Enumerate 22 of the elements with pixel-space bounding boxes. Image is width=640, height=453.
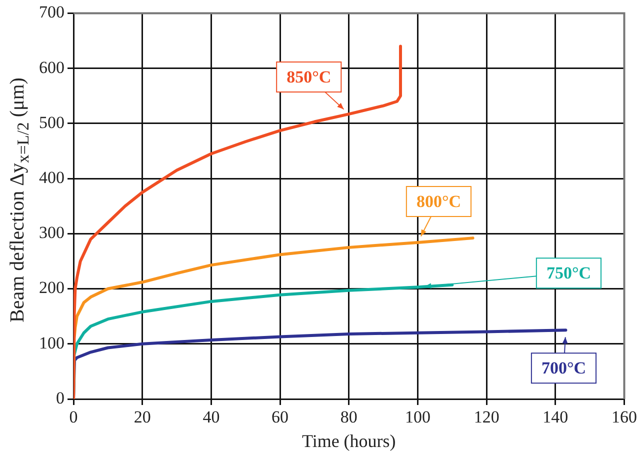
y-tick-label: 600: [39, 58, 64, 77]
y-tick-label: 700: [39, 2, 64, 22]
y-tick-label: 200: [39, 278, 64, 298]
y-tick-label: 0: [56, 388, 64, 408]
y-tick-label: 100: [39, 333, 64, 352]
x-tick-label: 0: [69, 408, 78, 427]
y-tick-label: 400: [39, 168, 64, 188]
x-tick-label: 80: [340, 408, 358, 427]
x-axis-title: Time (hours): [302, 430, 396, 451]
x-tick-label: 140: [542, 408, 568, 427]
x-tick-label: 20: [134, 408, 151, 427]
text: 750°C: [546, 264, 592, 283]
series-label: 850°C: [286, 67, 332, 86]
x-tick-label: 160: [612, 408, 637, 427]
y-tick-label: 500: [39, 112, 64, 132]
series-label: 800°C: [416, 192, 462, 211]
x-tick-label: 40: [202, 408, 220, 427]
x-tick-label: 120: [474, 408, 500, 427]
legend-label: 700°C: [541, 358, 586, 378]
y-tick-label: 300: [39, 223, 64, 242]
x-tick-label: 60: [272, 408, 289, 427]
x-tick-label: 100: [404, 408, 430, 427]
